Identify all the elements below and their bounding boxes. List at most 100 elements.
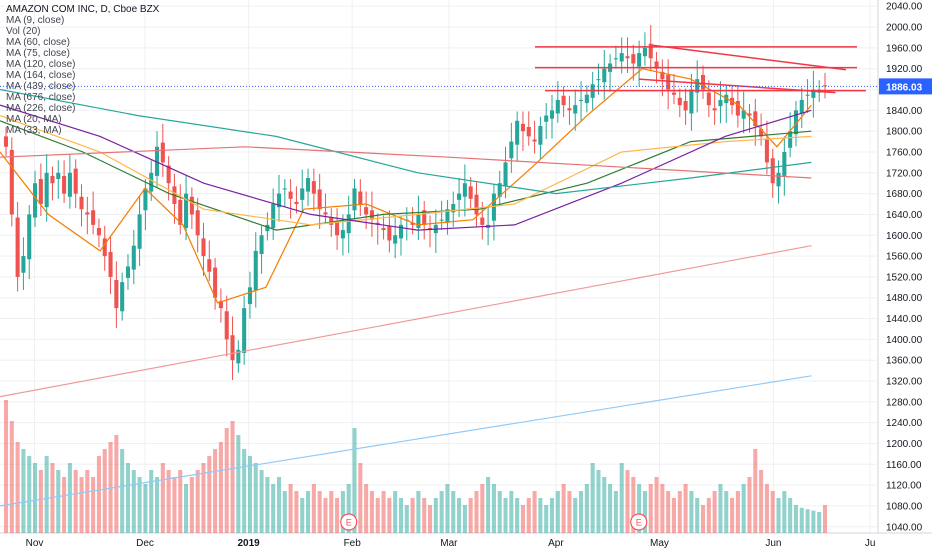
candle-body [311,181,316,194]
y-tick-label: 1240.00 [886,418,923,429]
candle-body [474,194,479,215]
trend-line [652,44,847,71]
candle-body [236,349,241,364]
volume-bar [764,484,769,533]
candle-body [102,238,107,257]
volume-bar [276,477,282,533]
candle-body [718,99,723,107]
candle-body [340,230,345,239]
candle-body [259,235,264,255]
volume-bar [143,484,148,533]
candle-body [335,220,340,236]
candle-body [387,225,392,241]
volume-bar [404,505,409,533]
volume-bar [230,421,235,533]
candle-body [584,94,589,104]
volume-bar [56,470,61,533]
volume-bar [3,400,9,533]
volume-bar [172,477,177,533]
volume-bar [468,498,473,533]
volume-bar [253,463,258,533]
candle-body [515,120,520,145]
candle-body [306,178,311,192]
candle-body [764,139,769,163]
candle-body [631,54,636,64]
y-tick-label: 1680.00 [886,189,923,200]
volume-bar [364,484,369,533]
candle-body [9,149,14,215]
earnings-marker [340,513,358,531]
volume-bar [387,498,392,533]
y-tick-label: 2040.00 [886,2,923,13]
candle-body [776,172,781,187]
candle-body [15,217,20,277]
candle-body [195,210,200,236]
last-price-label: 1886.03 [886,82,923,93]
candle-body [166,165,171,184]
volume-bar [201,463,206,533]
x-tick-label: Nov [26,538,44,549]
candle-body [422,210,427,225]
candle-body [294,201,299,205]
volume-bar [538,498,543,533]
volume-bar [189,477,194,533]
volume-bar [753,449,758,533]
candle-body [50,175,55,184]
candle-body [480,217,485,225]
volume-bar [520,505,525,533]
volume-bar [120,449,125,533]
volume-bar [700,505,706,533]
candle-body [3,136,9,147]
candle-body [108,251,113,277]
volume-bar [398,498,404,533]
y-tick-label: 1400.00 [886,335,923,346]
candle-body [544,115,549,122]
candle-body [445,209,450,223]
y-tick-label: 1200.00 [886,439,923,450]
volume-bar [352,428,357,533]
y-tick-label: 1320.00 [886,377,923,388]
volume-bar [154,477,160,533]
candle-body [549,110,555,119]
volume-bar [9,421,14,533]
volume-bar [27,456,32,533]
candle-body [491,193,496,221]
volume-bar [288,484,293,533]
candle-body [67,172,72,197]
y-tick-label: 1480.00 [886,293,923,304]
candle-body [596,79,601,81]
volume-bar [125,463,131,533]
volume-bar [584,484,589,533]
candle-body [468,186,473,199]
volume-bar [625,470,630,533]
volume-bar [224,428,229,533]
candle-body [224,311,229,340]
candle-body [654,61,659,69]
candle-body [625,56,630,59]
volume-bar [218,442,223,533]
candle-body [201,238,206,257]
volume-bar [683,484,688,533]
candle-body [358,191,363,205]
y-tick-label: 1120.00 [886,481,922,492]
candle-body [96,227,101,236]
volume-bar [67,463,72,533]
volume-bar [706,498,711,533]
candle-body [242,308,247,353]
volume-bar [317,491,322,533]
volume-bar [38,470,43,533]
volume-bar [747,477,752,533]
candle-body [329,217,334,225]
candle-body [276,193,282,208]
x-tick-label: Jun [765,538,781,549]
candle-body [451,204,456,213]
y-tick-label: 1920.00 [886,64,923,75]
volume-bar [671,498,677,533]
candle-body [793,110,798,135]
x-tick-label: Ju [865,538,876,549]
candle-body [137,214,142,249]
candle-body [683,100,688,111]
y-tick-label: 1440.00 [886,314,923,325]
candle-body [56,172,61,180]
